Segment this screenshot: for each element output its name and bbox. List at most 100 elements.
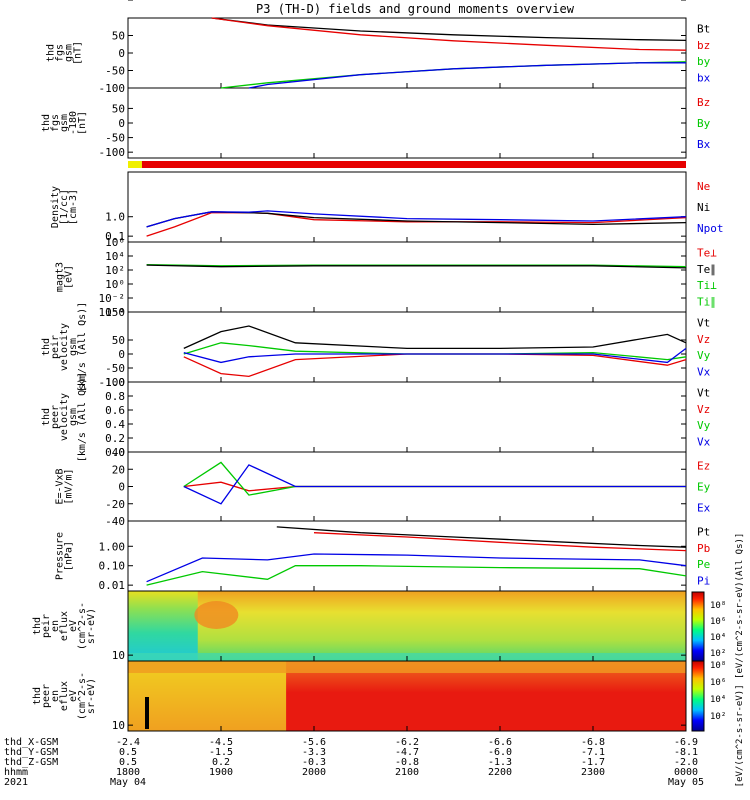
x-tick-label: 2000 <box>302 767 326 778</box>
x-tick-label: -6.0 <box>488 747 512 758</box>
y-tick-label: -100 <box>99 146 126 159</box>
y-axis-label-line: (cm^2-s- <box>77 672 88 720</box>
y-tick-label: 10000 <box>92 0 125 3</box>
y-axis-label-line: fgs <box>55 44 66 62</box>
panel-frame <box>127 520 687 592</box>
x-tick-label: May 05 <box>668 777 704 788</box>
legend-Ti∥: Ti∥ <box>697 295 716 308</box>
y-axis-label-line: thd <box>32 687 43 705</box>
peir-spectrogram-early <box>128 591 198 661</box>
ephemeris-strip-yellow <box>128 161 142 168</box>
y-tick-label: 10⁻⁴ <box>99 306 126 319</box>
peer-spectrogram-topband <box>128 661 686 673</box>
y-tick-label: 10.0 <box>99 0 126 3</box>
legend-bz: bz <box>697 39 710 52</box>
x-tick-label: 2200 <box>488 767 512 778</box>
x-tick-label: 2300 <box>581 767 605 778</box>
y-axis-label-line: peir <box>41 614 52 638</box>
y-axis-label-line: gsm <box>68 338 79 356</box>
panel-frame <box>127 87 687 159</box>
series-layer <box>146 17 687 586</box>
series-fgs-gsm-bx <box>248 62 686 89</box>
colorbar-tick: 10⁴ <box>710 633 726 643</box>
y-axis-label-line: peer <box>50 405 61 429</box>
y-axis-label-line: thd <box>41 408 52 426</box>
y-tick-label: 1.0 <box>105 376 125 389</box>
series-pressure-Pi <box>146 553 687 583</box>
y-tick-label: 100 <box>105 0 125 3</box>
colorbar: 10⁸ 10⁶ 10⁴ 10² 10⁸ 10⁶ 10⁴ 10² [eV/(cm^2-s-sr-e… <box>691 533 745 787</box>
y-tick-label: 100 <box>105 0 125 3</box>
legend-Ni: Ni <box>697 201 710 214</box>
x-tick-label: -6.2 <box>395 737 419 748</box>
y-axis-label-line: -180 <box>68 111 79 135</box>
legend-layer: Bt bz by bx Bz By Bx Ne Ni Npot Te⊥ Te∥ Ti⊥ Ti∥ Vt Vz Vy… <box>697 23 724 588</box>
y-axis-label: Density[1/cc][cm-3] <box>50 186 79 228</box>
legend-Te∥: Te∥ <box>697 263 716 276</box>
legend-Ez: Ez <box>697 460 710 473</box>
y-axis-label-line: gsm <box>59 114 70 132</box>
x-tick-label: -0.3 <box>302 757 326 768</box>
panel-peer-spec: 100001000100 10 thdpeerenefluxeV(cm^2-s-sr… <box>32 0 687 732</box>
y-tick-label: 10 <box>112 719 125 732</box>
peir-spectrogram-hotspot <box>194 601 239 629</box>
y-axis-label-line: velocity <box>59 323 70 371</box>
legend-Pe: Pe <box>697 558 710 571</box>
y-tick-label: -20 <box>105 498 125 511</box>
series-e-field-Ex <box>183 464 686 505</box>
y-axis-label-line: eV <box>68 690 79 702</box>
legend-Pb: Pb <box>697 542 710 555</box>
y-tick-label: 100 <box>105 0 125 3</box>
y-tick-label: 0.0 <box>105 446 125 459</box>
x-axis: thd_X-GSMthd_Y-GSMthd_Z-GSMhhmm2021-2.40… <box>4 737 704 788</box>
legend-Ti⊥: Ti⊥ <box>697 279 717 292</box>
x-tick-label: -4.7 <box>395 747 419 758</box>
y-axis-label-line: thd <box>41 114 52 132</box>
series-pressure-Pb <box>313 532 687 552</box>
y-tick-label: 10² <box>105 264 125 277</box>
y-tick-label: 0.01 <box>99 579 126 592</box>
y-axis-label-line: gsm <box>68 408 79 426</box>
y-axis-label-line: Density <box>50 186 61 228</box>
y-axis-label-line: en <box>50 620 61 632</box>
y-tick-label: 0 <box>118 348 125 361</box>
y-tick-label: -50 <box>105 132 125 145</box>
legend-bx: bx <box>697 71 711 84</box>
x-row-label: 2021 <box>4 777 28 788</box>
y-tick-label: 1.0 <box>105 211 125 224</box>
x-tick-label: -4.5 <box>209 737 233 748</box>
y-tick-label: -40 <box>105 515 125 528</box>
panel-density: 100.010.0 1.0 0.1 Density[1/cc][cm-3] <box>50 0 687 243</box>
legend-Vz: Vz <box>697 403 710 416</box>
legend-Vy: Vy <box>697 419 711 432</box>
y-axis-label-line: velocity <box>59 393 70 441</box>
panel-frame <box>127 311 687 383</box>
series-pressure-Pe <box>146 565 687 586</box>
y-axis-label-line: [nT] <box>73 41 84 65</box>
panel-peir-velocity: 150100500-50-100thdpeirvelocitygsm[km/s … <box>41 0 687 392</box>
y-tick-label: 1.00 <box>99 540 126 553</box>
peer-spectrogram-gap <box>145 697 149 729</box>
colorbar-tick: 10⁶ <box>710 678 726 688</box>
legend-Ex: Ex <box>697 501 711 514</box>
y-tick-label: 50 <box>112 30 125 43</box>
y-tick-label: -50 <box>105 362 125 375</box>
panel-frame <box>127 241 687 313</box>
y-axis-label-line: [nPa] <box>64 541 75 571</box>
legend-Vt: Vt <box>697 317 710 330</box>
legend-Vx: Vx <box>697 365 711 378</box>
y-axis-label-line: [cm-3] <box>68 189 79 225</box>
legend-Vy: Vy <box>697 349 711 362</box>
ephemeris-strip-red <box>141 161 686 168</box>
x-tick-label: 0.5 <box>119 747 137 758</box>
y-tick-label: 0.4 <box>105 418 125 431</box>
series-peir-velocity-Vt <box>183 325 687 350</box>
y-tick-label: 1000 <box>99 0 126 3</box>
y-axis-label-line: peir <box>50 335 61 359</box>
